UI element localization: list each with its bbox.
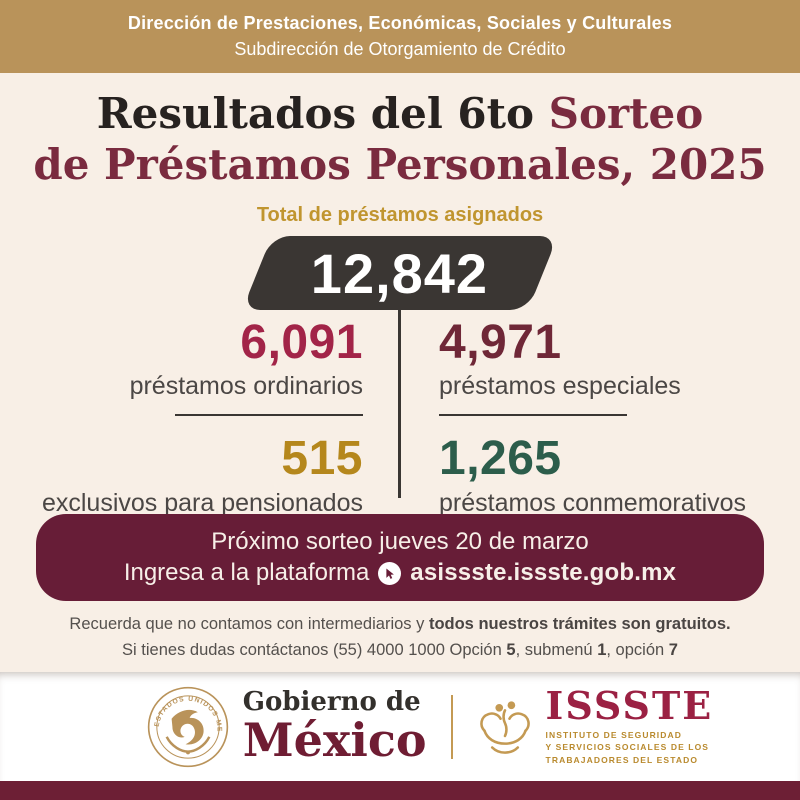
option2-number: 7: [668, 641, 678, 660]
disclaimer-text: Recuerda que no contamos con intermediar…: [0, 611, 800, 664]
stat-especiales-label: préstamos especiales: [439, 372, 681, 401]
issste-sub-line1: INSTITUTO DE SEGURIDAD: [545, 730, 682, 741]
title-line1: Resultados del 6to Sorteo: [0, 88, 800, 139]
direccion-line: Dirección de Prestaciones, Económicas, S…: [127, 13, 673, 34]
stat-especiales-value: 4,971: [439, 316, 562, 369]
gobierno-de-text: Gobierno de: [242, 687, 421, 718]
submenu-text: , submenú: [515, 641, 598, 660]
issste-text-block: ISSSTE INSTITUTO DE SEGURIDAD Y SERVICIO…: [546, 687, 714, 766]
option-number: 5: [506, 641, 516, 660]
total-value: 12,842: [311, 241, 489, 305]
platform-url-link[interactable]: asissste.issste.gob.mx: [410, 559, 677, 586]
stats-grid: 6,091 préstamos ordinarios 515 exclusivo…: [0, 316, 800, 518]
title-line1-dark: Resultados del 6to: [96, 89, 549, 138]
title-line2: de Préstamos Personales, 2025: [33, 140, 767, 190]
stat-divider-right: [439, 414, 627, 417]
stat-especiales: 4,971 préstamos especiales 1,265 préstam…: [439, 316, 800, 518]
issste-sub-line2: Y SERVICIOS SOCIALES DE LOS: [545, 742, 710, 753]
page-title: Resultados del 6to Sorteo de Préstamos P…: [0, 88, 800, 190]
bottom-maroon-strip: [0, 781, 800, 800]
stat-conmemorativos-value: 1,265: [439, 432, 562, 486]
total-subtitle: Total de préstamos asignados: [256, 204, 544, 226]
submenu-number: 1: [597, 641, 607, 660]
stat-conmemorativos-label: préstamos conmemorativos: [439, 488, 747, 517]
disclaimer-l1-regular: Recuerda que no contamos con intermediar…: [69, 615, 429, 633]
stat-ordinarios-label: préstamos ordinarios: [129, 372, 363, 401]
stat-divider-left: [175, 414, 363, 417]
next-draw-date: Próximo sorteo jueves 20 de marzo: [211, 528, 589, 555]
contact-text: Si tienes dudas contáctanos (55) 4000 10…: [122, 641, 507, 660]
disclaimer-l1-bold: todos nuestros trámites son gratuitos.: [428, 615, 731, 633]
svg-text:ESTADOS UNIDOS MEXICANOS: ESTADOS UNIDOS MEXICANOS: [147, 686, 223, 733]
logo-divider: [450, 694, 453, 759]
seal-circular-text: ESTADOS UNIDOS MEXICANOS: [147, 686, 221, 733]
option2-text: , opción: [606, 641, 669, 660]
cursor-click-icon: [378, 561, 402, 585]
subdireccion-line: Subdirección de Otorgamiento de Crédito: [234, 38, 566, 59]
disclaimer-line2: Si tienes dudas contáctanos (55) 4000 10…: [0, 637, 800, 663]
stat-pensionados-value: 515: [281, 432, 363, 486]
platform-line: Ingresa a la plataforma asissste.issste.…: [124, 559, 676, 587]
gobierno-de-mexico-logo: Gobierno de México: [243, 689, 427, 763]
stat-pensionados-label: exclusivos para pensionados: [41, 488, 363, 517]
gobierno-eagle-seal-icon: ESTADOS UNIDOS MEXICANOS: [147, 686, 228, 767]
title-line1-maroon: Sorteo: [548, 89, 704, 138]
stat-ordinarios-value: 6,091: [240, 316, 363, 369]
issste-logo: ISSSTE INSTITUTO DE SEGURIDAD Y SERVICIO…: [473, 687, 714, 766]
issste-sub-line3: TRABAJADORES DEL ESTADO: [545, 754, 699, 765]
badge-connector-line: [398, 306, 401, 498]
issste-hands-icon: [479, 700, 530, 754]
total-badge: 12,842: [242, 236, 558, 310]
disclaimer-line1: Recuerda que no contamos con intermediar…: [0, 611, 800, 637]
top-banner: Dirección de Prestaciones, Económicas, S…: [0, 0, 800, 73]
logo-footer-inner: ESTADOS UNIDOS MEXICANOS Gobierno de Méx…: [147, 686, 713, 768]
platform-prefix: Ingresa a la plataforma: [123, 559, 370, 586]
next-draw-banner: Próximo sorteo jueves 20 de marzo Ingres…: [36, 514, 764, 601]
logo-footer: ESTADOS UNIDOS MEXICANOS Gobierno de Méx…: [0, 672, 800, 781]
stat-ordinarios: 6,091 préstamos ordinarios 515 exclusivo…: [0, 316, 363, 518]
mexico-text: México: [242, 712, 427, 767]
issste-subtitle: INSTITUTO DE SEGURIDAD Y SERVICIOS SOCIA…: [546, 729, 714, 766]
issste-wordmark: ISSSTE: [545, 683, 714, 729]
